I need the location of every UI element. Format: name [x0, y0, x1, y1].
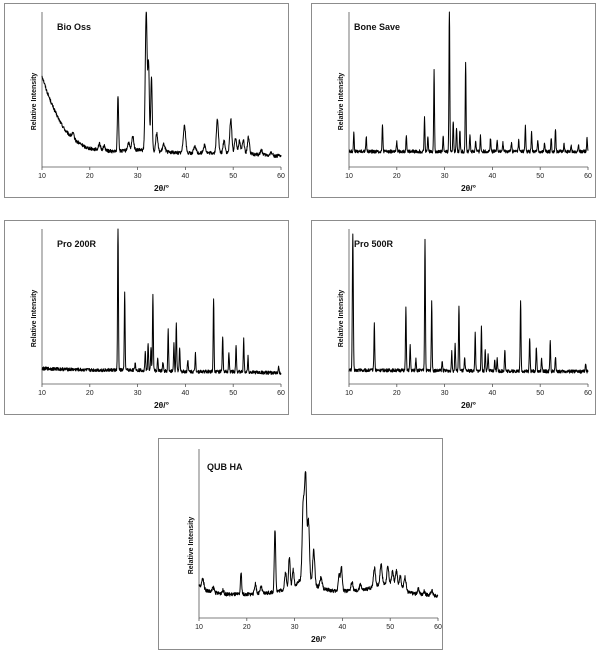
x-tick-label: 40: [339, 624, 347, 631]
x-tick-label: 30: [134, 173, 142, 180]
chart-svg: Bio Oss 10 20 30 40 50 60 2θ/° Relative Intensi…: [31, 11, 285, 193]
x-tick-label: 10: [195, 624, 203, 631]
x-tick-label: 50: [536, 173, 544, 180]
chart-title: QUB HA: [207, 462, 243, 472]
y-axis-label: Relative Intensity: [188, 517, 195, 575]
x-tick-label: 50: [536, 390, 544, 397]
x-tick-label: 10: [345, 390, 353, 397]
chart-title: Pro 200R: [57, 239, 97, 249]
series-line: [41, 11, 282, 159]
x-tick-label: 40: [489, 390, 497, 397]
series-line: [348, 11, 589, 154]
x-axis-label: 2θ/°: [461, 400, 477, 410]
chart-svg: QUB HA 10 20 30 40 50 60 2θ/° Relative Intensit…: [188, 449, 442, 644]
x-axis-label: 2θ/°: [154, 183, 170, 193]
x-tick-label: 30: [441, 173, 449, 180]
axes-frame: [348, 229, 588, 385]
x-tick-label: 20: [243, 624, 251, 631]
x-axis-label: 2θ/°: [461, 183, 477, 193]
x-tick-label: 30: [441, 390, 449, 397]
chart-panel-pro-500r: Pro 500R 10 20 30 40 50 60 2θ/° Relative Intens…: [311, 220, 596, 415]
x-tick-label: 50: [229, 173, 237, 180]
series-line: [198, 471, 439, 599]
chart-title: Pro 500R: [354, 239, 394, 249]
chart-panel-qub-ha: QUB HA 10 20 30 40 50 60 2θ/° Relative Intensit…: [158, 438, 443, 650]
y-axis-label: Relative Intensity: [31, 73, 38, 131]
x-tick-label: 10: [38, 390, 46, 397]
chart-svg: Pro 500R 10 20 30 40 50 60 2θ/° Relative Intens…: [338, 229, 592, 410]
x-tick-label: 20: [86, 173, 94, 180]
x-tick-label: 50: [386, 624, 394, 631]
chart-panel-pro-200r: Pro 200R 10 20 30 40 50 60 2θ/° Relative Intens…: [4, 220, 289, 415]
x-tick-label: 40: [182, 390, 190, 397]
x-tick-label: 20: [86, 390, 94, 397]
chart-svg: Bone Save 10 20 30 40 50 60 2θ/° Relative Inten…: [338, 11, 592, 193]
x-tick-label: 30: [291, 624, 299, 631]
x-tick-label: 30: [134, 390, 142, 397]
chart-title: Bone Save: [354, 22, 400, 32]
x-axis-label: 2θ/°: [311, 634, 327, 644]
x-tick-label: 60: [277, 173, 285, 180]
x-tick-label: 40: [182, 173, 190, 180]
chart-svg: Pro 200R 10 20 30 40 50 60 2θ/° Relative Intens…: [31, 228, 285, 410]
y-axis-label: Relative Intensity: [31, 290, 38, 348]
x-tick-label: 60: [584, 173, 592, 180]
x-tick-label: 50: [229, 390, 237, 397]
x-tick-label: 20: [393, 390, 401, 397]
x-tick-label: 60: [277, 390, 285, 397]
y-axis-label: Relative Intensity: [338, 290, 345, 348]
series-line: [348, 233, 589, 374]
x-tick-label: 10: [345, 173, 353, 180]
x-tick-label: 10: [38, 173, 46, 180]
chart-title: Bio Oss: [57, 22, 91, 32]
x-tick-label: 60: [584, 390, 592, 397]
x-tick-label: 40: [489, 173, 497, 180]
y-axis-label: Relative Intensity: [338, 73, 345, 131]
x-axis-label: 2θ/°: [154, 400, 170, 410]
series-line: [41, 228, 282, 376]
x-tick-label: 60: [434, 624, 442, 631]
x-tick-label: 20: [393, 173, 401, 180]
axes-frame: [41, 229, 281, 385]
chart-panel-bio-oss: Bio Oss 10 20 30 40 50 60 2θ/° Relative Intensi…: [4, 3, 289, 198]
chart-panel-bone-save: Bone Save 10 20 30 40 50 60 2θ/° Relative Inten…: [311, 3, 596, 198]
